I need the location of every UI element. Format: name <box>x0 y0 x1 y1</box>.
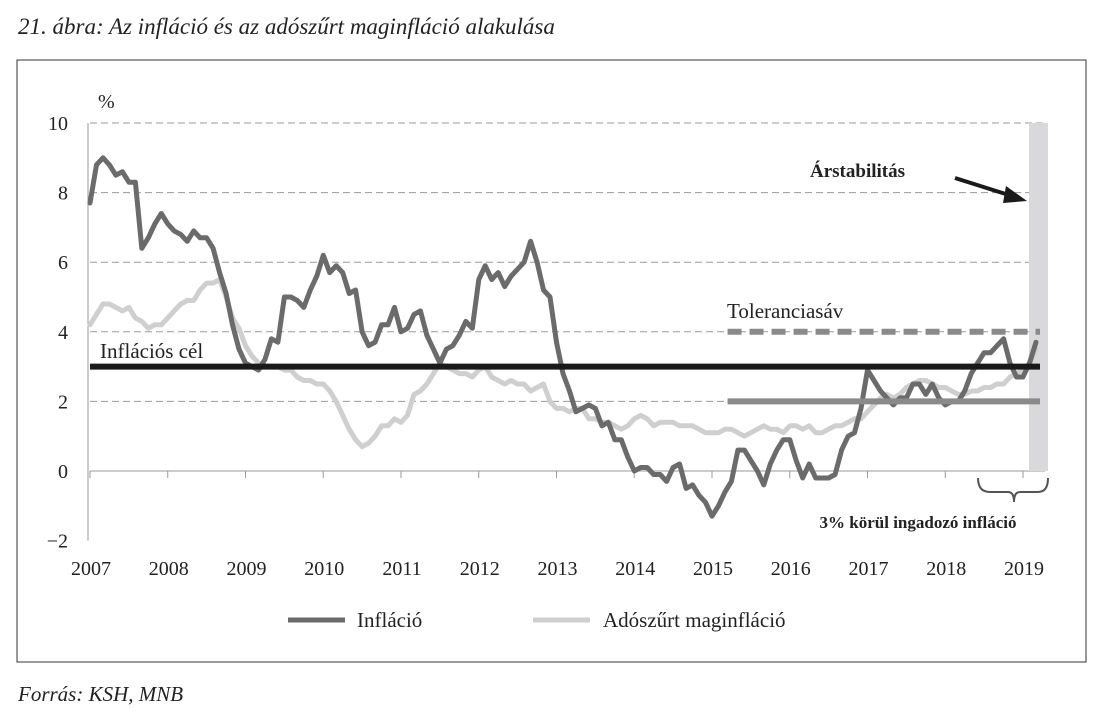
y-tick-labels: −2 0 2 4 6 8 10 <box>47 113 68 553</box>
x-tick-label: 2007 <box>71 558 111 580</box>
y-tick-label: 6 <box>58 252 68 274</box>
x-tick-label: 2015 <box>693 558 733 580</box>
arrow-icon <box>954 176 1027 203</box>
x-tick-label: 2018 <box>926 558 966 580</box>
legend: Infláció Adószűrt maginfláció <box>288 608 786 632</box>
legend-label-inflation: Infláció <box>357 608 422 632</box>
x-tick-label: 2017 <box>849 558 889 580</box>
y-tick-label: 4 <box>58 322 68 344</box>
gridlines <box>87 122 1045 541</box>
x-tick-label: 2014 <box>615 558 655 580</box>
price-stability-label: Árstabilitás <box>810 160 905 182</box>
x-tick-label: 2010 <box>304 558 344 580</box>
x-tick-labels: 2007 2008 2009 2010 2011 2012 2013 2014 2015 2016… <box>71 558 1044 580</box>
x-tick-label: 2016 <box>771 558 811 580</box>
x-tick-label: 2009 <box>227 558 267 580</box>
x-tick-label: 2008 <box>149 558 189 580</box>
x-tick-label: 2012 <box>460 558 500 580</box>
fluctuation-label: 3% körül ingadozó infláció <box>820 513 1017 532</box>
chart-frame <box>16 59 1087 663</box>
y-tick-label: −2 <box>47 531 68 553</box>
source-note: Forrás: KSH, MNB <box>18 682 184 706</box>
y-axis-unit: % <box>98 91 115 113</box>
y-tick-label: 0 <box>58 461 68 483</box>
target-label: Inflációs cél <box>100 339 203 363</box>
y-tick-label: 10 <box>48 113 68 135</box>
x-tick-label: 2011 <box>382 558 421 580</box>
tolerance-label: Toleranciasáv <box>727 299 844 323</box>
y-tick-label: 2 <box>58 391 68 413</box>
y-tick-label: 8 <box>58 183 68 205</box>
x-tick-label: 2013 <box>538 558 578 580</box>
series-line-inflation <box>87 155 1039 519</box>
figure-title: 21. ábra: Az infláció és az adószűrt mag… <box>18 14 555 39</box>
price-stability-band <box>1029 123 1048 471</box>
legend-label-core: Adószűrt maginfláció <box>603 608 786 632</box>
brace-icon <box>977 477 1049 503</box>
x-tick-label: 2019 <box>1004 558 1044 580</box>
